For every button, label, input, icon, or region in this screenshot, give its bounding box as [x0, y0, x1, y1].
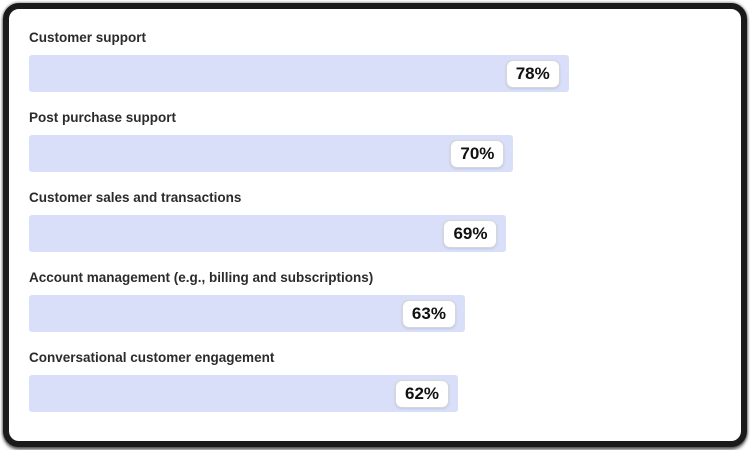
- bar-label: Account management (e.g., billing and su…: [29, 270, 374, 285]
- value-badge: 62%: [395, 379, 450, 408]
- value-badge: 70%: [450, 139, 505, 168]
- bar-row: Account management (e.g., billing and su…: [29, 269, 721, 332]
- bar-row: Customer support 78%: [29, 29, 721, 92]
- bar-row: Post purchase support 70%: [29, 109, 721, 172]
- bar: 63%: [29, 295, 465, 332]
- bar-row: Customer sales and transactions 69%: [29, 189, 721, 252]
- bar-label: Customer support: [29, 30, 147, 45]
- bar-chart: Customer support 78% Post purchase suppo…: [29, 29, 721, 412]
- bar-label: Customer sales and transactions: [29, 190, 242, 205]
- bar: 78%: [29, 55, 569, 92]
- bar-label: Conversational customer engagement: [29, 350, 275, 365]
- bar: 62%: [29, 375, 459, 412]
- bar-row: Conversational customer engagement 62%: [29, 349, 721, 412]
- value-badge: 78%: [505, 59, 560, 88]
- bar: 69%: [29, 215, 507, 252]
- bar: 70%: [29, 135, 514, 172]
- bar-label: Post purchase support: [29, 110, 177, 125]
- chart-card: Customer support 78% Post purchase suppo…: [3, 3, 747, 447]
- value-badge: 63%: [401, 299, 456, 328]
- value-badge: 69%: [443, 219, 498, 248]
